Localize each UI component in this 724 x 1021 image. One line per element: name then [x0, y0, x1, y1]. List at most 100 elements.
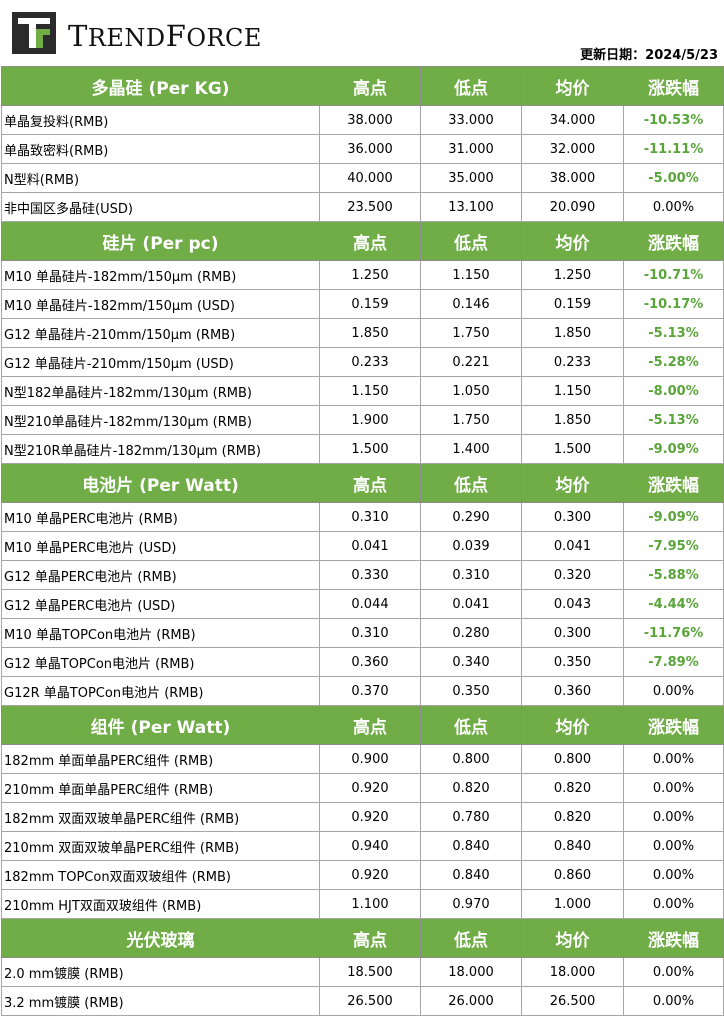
report-header: TRENDFORCE 更新日期：2024/5/23: [0, 0, 724, 66]
column-header: 均价: [521, 463, 624, 503]
low-price: 0.146: [420, 289, 522, 319]
avg-price: 0.820: [521, 802, 624, 832]
table-row: N型料(RMB) 40.000 35.000 38.000 -5.00%: [1, 163, 724, 193]
product-name: G12 单晶TOPCon电池片 (RMB): [1, 647, 320, 677]
price-change: -5.88%: [623, 560, 724, 590]
high-price: 0.044: [319, 589, 421, 619]
update-date: 更新日期：2024/5/23: [580, 48, 718, 63]
avg-price: 0.840: [521, 831, 624, 861]
price-change: -5.13%: [623, 318, 724, 348]
table-row: N型182单晶硅片-182mm/130μm (RMB) 1.150 1.050 1.1…: [1, 376, 724, 406]
column-header: 低点: [420, 918, 522, 958]
price-change: 0.00%: [623, 744, 724, 774]
avg-price: 0.041: [521, 531, 624, 561]
price-change: -7.89%: [623, 647, 724, 677]
high-price: 0.041: [319, 531, 421, 561]
product-name: N型料(RMB): [1, 163, 320, 193]
product-name: N型210R单晶硅片-182mm/130μm (RMB): [1, 434, 320, 464]
column-header: 高点: [319, 463, 421, 503]
section-title: 组件 (Per Watt): [1, 705, 320, 745]
high-price: 38.000: [319, 105, 421, 135]
table-row: 单晶复投料(RMB) 38.000 33.000 34.000 -10.53%: [1, 105, 724, 135]
table-row: M10 单晶硅片-182mm/150μm (RMB) 1.250 1.150 1.25…: [1, 260, 724, 290]
table-row: M10 单晶硅片-182mm/150μm (USD) 0.159 0.146 0.15…: [1, 289, 724, 319]
low-price: 0.039: [420, 531, 522, 561]
avg-price: 0.350: [521, 647, 624, 677]
trendforce-logo-icon: [12, 12, 56, 54]
avg-price: 0.159: [521, 289, 624, 319]
high-price: 36.000: [319, 134, 421, 164]
high-price: 26.500: [319, 986, 421, 1016]
section-title: 硅片 (Per pc): [1, 221, 320, 261]
table-row: G12R 单晶TOPCon电池片 (RMB) 0.370 0.350 0.360 0.0…: [1, 676, 724, 706]
product-name: 182mm 单面单晶PERC组件 (RMB): [1, 744, 320, 774]
column-header: 高点: [319, 705, 421, 745]
price-change: -9.09%: [623, 434, 724, 464]
low-price: 1.150: [420, 260, 522, 290]
section-header: 电池片 (Per Watt) 高点 低点 均价 涨跌幅: [1, 463, 724, 503]
low-price: 0.350: [420, 676, 522, 706]
low-price: 0.310: [420, 560, 522, 590]
price-change: -10.53%: [623, 105, 724, 135]
price-change: -10.71%: [623, 260, 724, 290]
avg-price: 1.250: [521, 260, 624, 290]
price-change: 0.00%: [623, 986, 724, 1016]
low-price: 26.000: [420, 986, 522, 1016]
avg-price: 0.320: [521, 560, 624, 590]
product-name: 3.2 mm镀膜 (RMB): [1, 986, 320, 1016]
section-title: 多晶硅 (Per KG): [1, 66, 320, 106]
high-price: 0.159: [319, 289, 421, 319]
product-name: 210mm 双面双玻单晶PERC组件 (RMB): [1, 831, 320, 861]
product-name: G12 单晶PERC电池片 (USD): [1, 589, 320, 619]
high-price: 0.233: [319, 347, 421, 377]
table-row: G12 单晶硅片-210mm/150μm (USD) 0.233 0.221 0.23…: [1, 347, 724, 377]
column-header: 低点: [420, 463, 522, 503]
product-name: G12 单晶PERC电池片 (RMB): [1, 560, 320, 590]
low-price: 0.780: [420, 802, 522, 832]
low-price: 0.280: [420, 618, 522, 648]
low-price: 35.000: [420, 163, 522, 193]
high-price: 40.000: [319, 163, 421, 193]
low-price: 31.000: [420, 134, 522, 164]
price-change: -11.76%: [623, 618, 724, 648]
avg-price: 0.300: [521, 502, 624, 532]
column-header: 涨跌幅: [623, 66, 724, 106]
avg-price: 1.000: [521, 889, 624, 919]
table-row: G12 单晶硅片-210mm/150μm (RMB) 1.850 1.750 1.85…: [1, 318, 724, 348]
brand-name: TRENDFORCE: [68, 19, 262, 53]
high-price: 0.310: [319, 618, 421, 648]
avg-price: 0.300: [521, 618, 624, 648]
price-change: 0.00%: [623, 831, 724, 861]
low-price: 1.050: [420, 376, 522, 406]
table-row: 182mm 单面单晶PERC组件 (RMB) 0.900 0.800 0.800 0.0…: [1, 744, 724, 774]
avg-price: 0.233: [521, 347, 624, 377]
product-name: 单晶致密料(RMB): [1, 134, 320, 164]
price-change: -4.44%: [623, 589, 724, 619]
avg-price: 0.860: [521, 860, 624, 890]
price-change: 0.00%: [623, 676, 724, 706]
low-price: 0.800: [420, 744, 522, 774]
high-price: 0.370: [319, 676, 421, 706]
price-table: 多晶硅 (Per KG) 高点 低点 均价 涨跌幅 单晶复投料(RMB) 38.000 33.…: [1, 66, 724, 1016]
high-price: 1.100: [319, 889, 421, 919]
high-price: 0.940: [319, 831, 421, 861]
product-name: G12 单晶硅片-210mm/150μm (USD): [1, 347, 320, 377]
table-row: G12 单晶PERC电池片 (RMB) 0.330 0.310 0.320 -5.88%: [1, 560, 724, 590]
price-change: 0.00%: [623, 192, 724, 222]
low-price: 0.840: [420, 860, 522, 890]
column-header: 低点: [420, 221, 522, 261]
product-name: 2.0 mm镀膜 (RMB): [1, 957, 320, 987]
table-row: N型210单晶硅片-182mm/130μm (RMB) 1.900 1.750 1.8…: [1, 405, 724, 435]
column-header: 均价: [521, 705, 624, 745]
avg-price: 0.800: [521, 744, 624, 774]
avg-price: 0.360: [521, 676, 624, 706]
high-price: 1.500: [319, 434, 421, 464]
low-price: 1.400: [420, 434, 522, 464]
product-name: M10 单晶硅片-182mm/150μm (USD): [1, 289, 320, 319]
high-price: 0.310: [319, 502, 421, 532]
low-price: 18.000: [420, 957, 522, 987]
table-row: 210mm HJT双面双玻组件 (RMB) 1.100 0.970 1.000 0.00…: [1, 889, 724, 919]
column-header: 高点: [319, 918, 421, 958]
high-price: 1.850: [319, 318, 421, 348]
product-name: 182mm TOPCon双面双玻组件 (RMB): [1, 860, 320, 890]
